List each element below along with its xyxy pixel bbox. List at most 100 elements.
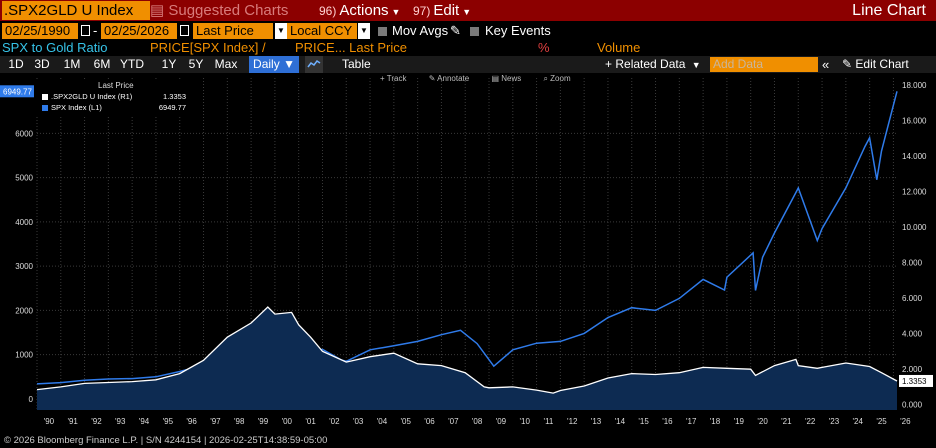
track-label: Track <box>386 74 407 83</box>
right-tick-label: 12.000 <box>902 188 927 197</box>
key-events-checkbox[interactable] <box>470 27 479 36</box>
news-tool[interactable]: ▤ News <box>491 74 522 83</box>
x-tick-label: '97 <box>210 417 221 426</box>
x-tick-label: '18 <box>710 417 721 426</box>
edit-chart-pencil-icon: ✎ <box>842 57 853 71</box>
x-tick-label: '94 <box>139 417 150 426</box>
actions-number: 96) <box>319 4 337 18</box>
line-chart[interactable]: '90 '91 '92 '93 '94 '95 '96 '97 '98 '99 '00 '01 '02 '… <box>0 74 936 432</box>
left-tick-label: 3000 <box>15 262 33 271</box>
legend-label: SPX Index (L1) <box>51 103 102 112</box>
x-tick-label: '22 <box>805 417 816 426</box>
ratio-series-line <box>36 306 898 394</box>
x-tick-label: '23 <box>829 417 840 426</box>
right-tick-label: 14.000 <box>902 152 927 161</box>
timeframe-5y[interactable]: 5Y <box>188 57 204 71</box>
volume-label[interactable]: Volume <box>597 40 641 55</box>
spx-last-value-tag <box>0 85 35 98</box>
edit-number: 97) <box>413 4 431 18</box>
x-tick-label: '21 <box>781 417 792 426</box>
footer: © 2026 Bloomberg Finance L.P. | S/N 4244… <box>4 435 328 446</box>
right-tick-label: 16.000 <box>902 117 927 126</box>
timeframe-max[interactable]: Max <box>214 57 238 71</box>
collapse-icon[interactable]: « <box>822 57 830 72</box>
pencil-icon[interactable]: ✎ <box>450 23 461 38</box>
currency-dropdown-icon[interactable]: ▼ <box>358 23 370 39</box>
left-tick-label: 2000 <box>15 306 33 315</box>
x-tick-label: '00 <box>282 417 293 426</box>
x-tick-label: '93 <box>115 417 126 426</box>
percent-label[interactable]: % <box>538 40 550 55</box>
x-tick-label: '99 <box>258 417 269 426</box>
right-tick-label: 6.000 <box>902 294 923 303</box>
x-tick-label: '20 <box>757 417 768 426</box>
right-tick-label: 10.000 <box>902 223 927 232</box>
x-tick-label: '15 <box>638 417 649 426</box>
end-calendar-icon[interactable] <box>180 25 189 36</box>
ratio-swatch <box>42 94 48 101</box>
table-button[interactable]: Table <box>342 57 371 71</box>
right-tick-label: 0.000 <box>902 401 923 410</box>
plot-background <box>37 78 897 410</box>
plus-icon: + <box>605 57 613 71</box>
left-tick-label: 1000 <box>15 351 33 360</box>
timeframe-1y[interactable]: 1Y <box>161 57 177 71</box>
x-tick-label: '92 <box>91 417 102 426</box>
right-tick-label: 18.000 <box>902 81 927 90</box>
currency-select[interactable]: Local CCY <box>287 23 357 39</box>
legend-value: 1.3353 <box>163 92 186 101</box>
annotate-tool[interactable]: ✎ Annotate <box>428 74 470 83</box>
timeframe-ytd[interactable]: YTD <box>120 57 144 71</box>
x-tick-label: '95 <box>163 417 174 426</box>
series-expression-1[interactable]: PRICE[SPX Index] / <box>150 40 266 55</box>
x-tick-label: '17 <box>686 417 697 426</box>
zoom-tool[interactable]: ⌕ Zoom <box>543 74 571 83</box>
series-expression-2[interactable]: PRICE... Last Price <box>295 40 407 55</box>
legend-row-ratio[interactable]: .SPX2GLD U Index (R1) 1.3353 <box>42 92 192 101</box>
left-tick-label: 6000 <box>15 129 33 138</box>
edit-menu[interactable]: 97) Edit ▼ <box>413 0 471 21</box>
edit-chart-label: Edit Chart <box>855 57 909 71</box>
legend-row-spx[interactable]: SPX Index (L1) 6949.77 <box>42 103 192 112</box>
add-data-input[interactable]: Add Data <box>710 57 818 72</box>
track-tool[interactable]: + Track <box>380 74 407 83</box>
x-tick-label: '25 <box>876 417 887 426</box>
x-tick-label: '01 <box>305 417 316 426</box>
price-field-select[interactable]: Last Price <box>193 23 273 39</box>
frequency-select[interactable]: Daily ▼ <box>249 56 299 73</box>
end-date-input[interactable]: 02/25/2026 <box>101 23 177 39</box>
series-name[interactable]: SPX to Gold Ratio <box>2 40 108 55</box>
left-tick-label: 4000 <box>15 218 33 227</box>
timeframe-6m[interactable]: 6M <box>93 57 111 71</box>
chart-type-icon[interactable] <box>305 56 323 73</box>
timeframe-3d[interactable]: 3D <box>34 57 50 71</box>
suggested-charts-icon: ▤ <box>150 2 165 19</box>
x-tick-label: '10 <box>519 417 530 426</box>
related-data-menu[interactable]: + Related Data ▼ <box>605 56 701 73</box>
actions-menu[interactable]: 96) Actions ▼ <box>319 0 400 21</box>
start-date-input[interactable]: 02/25/1990 <box>2 23 78 39</box>
x-tick-label: '09 <box>496 417 507 426</box>
spx-last-value: 6949.77 <box>3 87 32 96</box>
x-tick-label: '90 <box>44 417 55 426</box>
mov-avgs-label: Mov Avgs <box>392 23 449 38</box>
x-tick-label: '06 <box>424 417 435 426</box>
x-tick-label: '11 <box>544 417 554 426</box>
x-tick-label: '24 <box>853 417 864 426</box>
suggested-charts-button[interactable]: ▤ Suggested Charts <box>150 0 288 21</box>
left-tick-label: 0 <box>29 395 34 404</box>
mov-avgs-checkbox[interactable] <box>378 27 387 36</box>
right-tick-label: 2.000 <box>902 365 923 374</box>
settings-bar: 02/25/1990 - 02/25/2026 Last Price ▼ Loc… <box>0 22 936 40</box>
x-tick-label: '12 <box>567 417 578 426</box>
ticker-input[interactable]: .SPX2GLD U Index <box>2 1 150 20</box>
edit-dropdown-icon: ▼ <box>462 7 472 17</box>
start-calendar-icon[interactable] <box>81 25 90 36</box>
ratio-last-value-tag <box>899 374 933 387</box>
timeframe-1m[interactable]: 1M <box>63 57 81 71</box>
x-tick-label: '04 <box>377 417 388 426</box>
x-tick-label: '96 <box>186 417 197 426</box>
price-field-dropdown-icon[interactable]: ▼ <box>275 23 287 39</box>
timeframe-1d[interactable]: 1D <box>8 57 24 71</box>
edit-chart-button[interactable]: ✎ Edit Chart <box>842 56 909 73</box>
